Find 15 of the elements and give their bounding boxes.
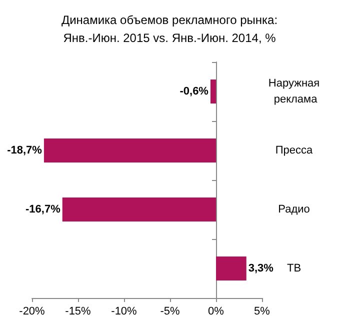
data-label: -18,7% bbox=[7, 144, 42, 156]
data-label: 3,3% bbox=[248, 262, 274, 274]
x-tick-label: -15% bbox=[65, 306, 92, 318]
data-label: -16,7% bbox=[26, 204, 61, 216]
y-tick-label: Наружная реклама bbox=[268, 78, 320, 106]
x-tick-label: -20% bbox=[19, 306, 46, 318]
y-tick-label: Пресса bbox=[275, 144, 314, 156]
x-tick-label: -5% bbox=[160, 306, 180, 318]
y-tick-label: ТВ bbox=[286, 262, 302, 274]
chart-title: Динамика объемов рекламного рынка: Янв.-Июн. 2015 vs. Янв.-Июн. 2014, % bbox=[61, 13, 278, 45]
data-label: -0,6% bbox=[180, 86, 209, 98]
x-tick-label: 0% bbox=[208, 306, 224, 318]
x-tick-label: -10% bbox=[111, 306, 138, 318]
y-tick-label: Радио bbox=[278, 204, 310, 216]
x-tick-label: 5% bbox=[254, 306, 270, 318]
